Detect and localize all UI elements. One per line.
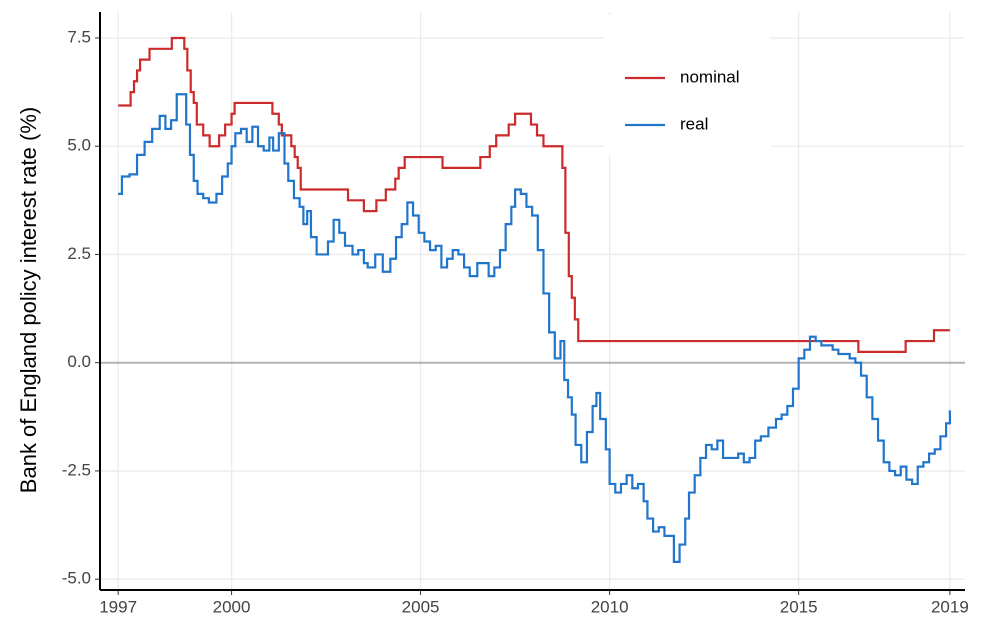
y-tick-label: 7.5: [67, 27, 91, 46]
legend-label: real: [680, 114, 708, 133]
y-tick-label: 5.0: [67, 136, 91, 155]
series-line: [118, 36, 950, 353]
series-line: [118, 93, 951, 563]
x-tick-label: 1997: [99, 597, 137, 616]
y-tick-label: 0.0: [67, 352, 91, 371]
x-tick-label: 2005: [402, 597, 440, 616]
y-tick-label: -2.5: [62, 460, 91, 479]
x-tick-label: 2010: [591, 597, 629, 616]
y-axis-label: Bank of England policy interest rate (%): [16, 107, 41, 493]
legend-label: nominal: [680, 67, 740, 86]
x-tick-label: 2015: [780, 597, 818, 616]
y-tick-label: 2.5: [67, 244, 91, 263]
legend-box: [605, 15, 770, 155]
x-tick-label: 2019: [931, 597, 969, 616]
x-tick-label: 2000: [213, 597, 251, 616]
y-tick-label: -5.0: [62, 569, 91, 588]
